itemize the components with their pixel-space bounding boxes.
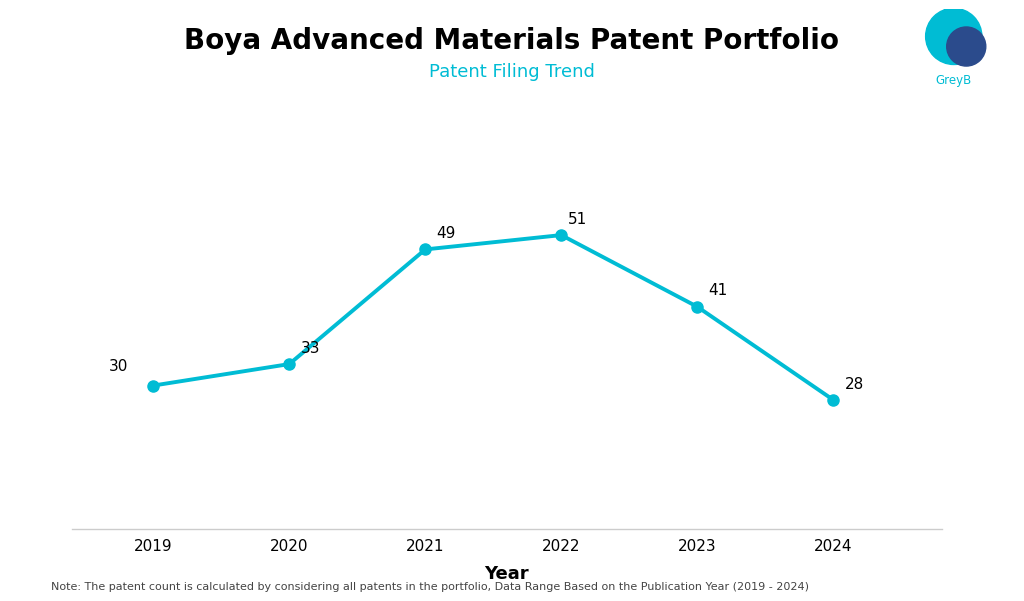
Text: Note: The patent count is calculated by considering all patents in the portfolio: Note: The patent count is calculated by … — [51, 582, 809, 592]
Circle shape — [947, 27, 986, 66]
Text: 51: 51 — [568, 212, 588, 227]
Text: 41: 41 — [709, 284, 728, 299]
Text: 49: 49 — [436, 226, 456, 241]
Text: 33: 33 — [300, 341, 319, 356]
Text: GreyB: GreyB — [936, 75, 972, 87]
X-axis label: Year: Year — [484, 565, 529, 583]
Text: Patent Filing Trend: Patent Filing Trend — [429, 63, 595, 81]
Text: 28: 28 — [845, 377, 863, 392]
Circle shape — [926, 8, 982, 64]
Text: 30: 30 — [109, 359, 128, 374]
Circle shape — [943, 6, 957, 20]
Text: Boya Advanced Materials Patent Portfolio: Boya Advanced Materials Patent Portfolio — [184, 27, 840, 55]
